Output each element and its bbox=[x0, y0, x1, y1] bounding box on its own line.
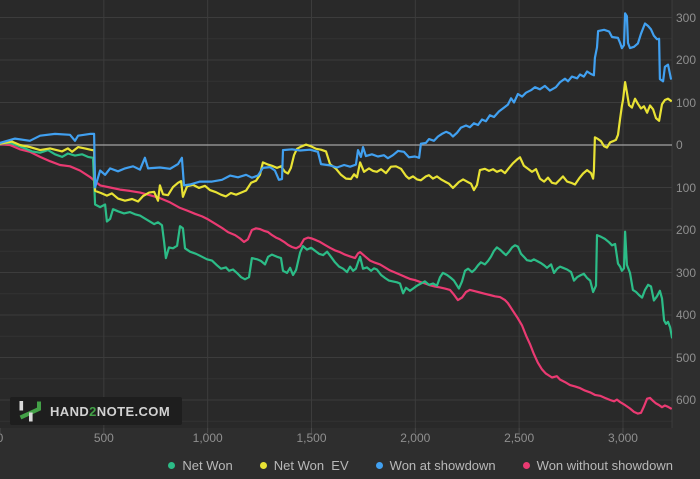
legend-label: Net Won bbox=[182, 457, 233, 473]
series-line-won-without-showdown bbox=[0, 143, 672, 415]
legend-label: Won without showdown bbox=[536, 457, 673, 473]
series-line-net-won-ev bbox=[0, 80, 672, 203]
y-axis-label: 400 bbox=[676, 308, 697, 322]
chart-legend: Net Won Net Won EV Won at showdown Won with… bbox=[0, 453, 700, 477]
y-axis-label: 300 bbox=[676, 10, 697, 25]
y-axis-label: 100 bbox=[676, 95, 697, 110]
y-axis-label: 200 bbox=[676, 53, 697, 67]
brand-accent: 2 bbox=[89, 403, 97, 419]
x-axis-label: 1,500 bbox=[296, 431, 327, 445]
x-axis-label: 500 bbox=[93, 431, 114, 445]
legend-item-net-won-ev[interactable]: Net Won EV bbox=[259, 457, 349, 473]
legend-item-won-without-showdown[interactable]: Won without showdown bbox=[522, 457, 673, 473]
legend-label: Net Won EV bbox=[273, 457, 349, 473]
legend-dot-net-won bbox=[168, 461, 176, 469]
brand-prefix: HAND bbox=[50, 403, 90, 419]
y-axis-label: 100 bbox=[676, 180, 697, 195]
legend-item-won-at-showdown[interactable]: Won at showdown bbox=[375, 457, 496, 473]
y-axis-label: 300 bbox=[676, 265, 697, 280]
y-axis-label: 200 bbox=[676, 223, 697, 237]
y-axis-label: 500 bbox=[676, 350, 697, 365]
series-line-won-at-showdown bbox=[0, 12, 672, 189]
hand2note-watermark: HAND2NOTE.COM bbox=[10, 397, 183, 425]
y-axis-label: 600 bbox=[676, 393, 697, 407]
legend-dot-won-without-showdown bbox=[522, 461, 530, 469]
x-axis-tick-marks bbox=[0, 428, 624, 433]
series-line-net-won bbox=[0, 141, 672, 339]
gridlines-major bbox=[0, 0, 673, 428]
x-axis-label: 2,500 bbox=[504, 431, 535, 445]
x-axis-label: 2,000 bbox=[400, 431, 431, 445]
legend-dot-net-won-ev bbox=[259, 461, 267, 469]
plot-background bbox=[0, 0, 672, 428]
hand2note-logo-text: HAND2NOTE.COM bbox=[50, 404, 170, 419]
legend-dot-won-at-showdown bbox=[375, 461, 383, 469]
legend-label: Won at showdown bbox=[389, 457, 496, 473]
series-lines bbox=[0, 12, 672, 415]
x-axis-label: 3,000 bbox=[607, 431, 638, 445]
brand-suffix: NOTE.COM bbox=[96, 403, 171, 419]
x-axis-label: 1,000 bbox=[192, 431, 223, 445]
legend-item-net-won[interactable]: Net Won bbox=[168, 457, 233, 473]
x-axis-label: 0 bbox=[0, 431, 3, 445]
hand2note-logo-icon bbox=[19, 401, 41, 422]
y-axis-label: 0 bbox=[676, 138, 683, 152]
